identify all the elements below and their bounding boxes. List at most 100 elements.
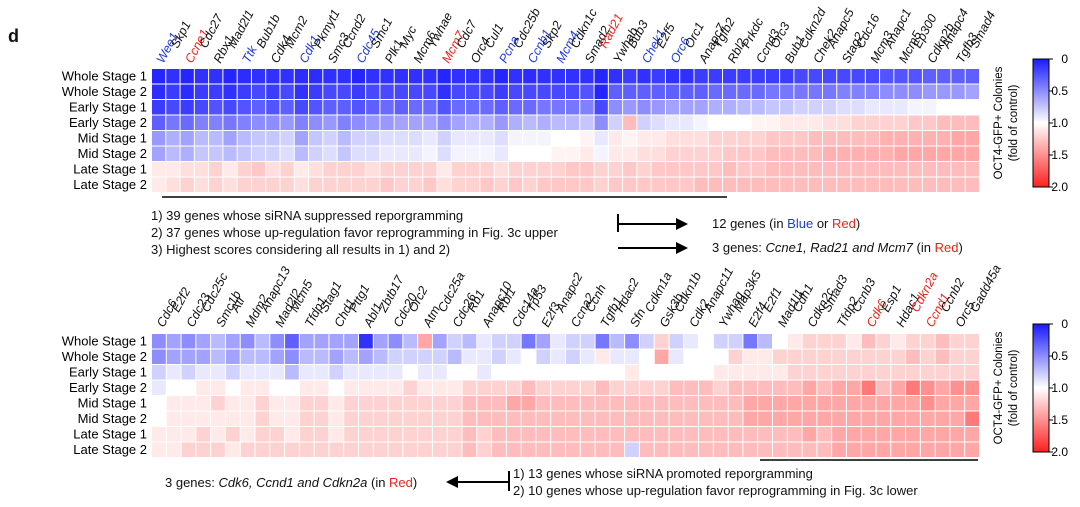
heatmap-cell <box>728 334 743 349</box>
bottom-bracket-bar <box>508 471 510 491</box>
heatmap-cell <box>694 177 708 192</box>
heatmap-cell <box>508 146 523 161</box>
heatmap-cell <box>280 84 294 99</box>
heatmap-cell <box>594 69 608 84</box>
heatmap-cell <box>351 177 366 192</box>
heatmap-cell <box>595 396 610 411</box>
heatmap-cell <box>594 84 608 99</box>
heatmap-cell <box>817 411 832 426</box>
heatmap-cell <box>152 100 166 115</box>
heatmap-cell <box>294 115 309 130</box>
heatmap-cell <box>240 349 255 364</box>
heatmap-cell <box>651 177 665 192</box>
heatmap-cell <box>209 131 223 146</box>
heatmap-cell <box>608 69 623 84</box>
heatmap-cell <box>680 131 694 146</box>
heatmap-cell <box>152 177 166 192</box>
heatmap-cell <box>780 100 794 115</box>
heatmap-cell <box>366 100 380 115</box>
colorbar-tick-label: 0.5 <box>1051 349 1068 363</box>
heatmap-cell <box>194 115 209 130</box>
bottom-result: 3 genes: Cdk6, Ccnd1 and Cdkn2a (in Red) <box>165 475 417 490</box>
heatmap-cell <box>255 427 270 442</box>
heatmap-cell <box>240 411 255 426</box>
heatmap-cell <box>908 69 922 84</box>
heatmap-cell <box>851 177 865 192</box>
heatmap-cell <box>237 84 251 99</box>
heatmap-cell <box>654 396 669 411</box>
heatmap-cell <box>314 411 329 426</box>
heatmap-cell <box>237 177 251 192</box>
heatmap-cell <box>580 84 594 99</box>
heatmap-cell <box>299 380 314 395</box>
heatmap-cell <box>765 162 780 177</box>
heatmap-cell <box>366 115 380 130</box>
heatmap-cell <box>891 396 906 411</box>
heatmap-cell <box>380 115 394 130</box>
colorbar <box>1032 58 1050 188</box>
heatmap-cell <box>551 365 565 380</box>
heatmap-cell <box>773 365 787 380</box>
heatmap-cell <box>323 146 337 161</box>
heatmap-cell <box>408 69 423 84</box>
heatmap-cell <box>808 131 822 146</box>
row-label: Late Stage 2 <box>73 442 147 457</box>
heatmap-cell <box>344 380 358 395</box>
heatmap-cell <box>270 396 285 411</box>
heatmap-cell <box>684 334 699 349</box>
row-label: Late Stage 2 <box>73 177 147 192</box>
heatmap-cell <box>965 131 979 146</box>
heatmap-cell <box>373 442 388 457</box>
heatmap-cell <box>351 84 366 99</box>
heatmap-cell <box>466 100 480 115</box>
top-result-2-red: Red <box>934 240 959 255</box>
heatmap-cell <box>876 442 891 457</box>
heatmap-cell <box>965 396 979 411</box>
heatmap-cell <box>223 84 237 99</box>
heatmap-cell <box>937 69 951 84</box>
heatmap-cell <box>861 427 876 442</box>
heatmap-cell <box>737 100 751 115</box>
colorbar-tick-label: 0.5 <box>1051 84 1068 98</box>
heatmap-cell <box>462 442 477 457</box>
heatmap-cell <box>837 146 851 161</box>
colorbar-label: OCT4-GFP+ Colonies <box>993 331 1005 444</box>
heatmap-cell <box>196 365 211 380</box>
heatmap-cell <box>669 349 684 364</box>
heatmap-cell <box>551 349 565 364</box>
heatmap-cell <box>152 349 166 364</box>
heatmap-cell <box>309 162 323 177</box>
heatmap-cell <box>908 84 922 99</box>
heatmap-cell <box>180 84 194 99</box>
heatmap-cell <box>329 365 344 380</box>
heatmap-cell <box>337 177 351 192</box>
heatmap-cell <box>935 396 950 411</box>
top-result-2-pre: 3 genes: <box>712 240 766 255</box>
heatmap-cell <box>359 427 373 442</box>
heatmap-cell <box>492 411 506 426</box>
heatmap-cell <box>802 380 817 395</box>
heatmap-cell <box>669 427 684 442</box>
heatmap-cell <box>329 427 344 442</box>
heatmap-cell <box>654 380 669 395</box>
heatmap-cell <box>408 162 423 177</box>
heatmap-cell <box>908 146 922 161</box>
heatmap-cell <box>359 411 373 426</box>
heatmap-cell <box>408 146 423 161</box>
heatmap-cell <box>237 100 251 115</box>
heatmap-cell <box>194 131 209 146</box>
heatmap-cell <box>251 69 266 84</box>
heatmap-cell <box>403 365 418 380</box>
heatmap-cell <box>651 84 665 99</box>
heatmap-cell <box>951 69 965 84</box>
heatmap-cell <box>728 427 743 442</box>
heatmap-cell <box>323 177 337 192</box>
heatmap-cell <box>832 442 846 457</box>
heatmap-cell <box>728 380 743 395</box>
heatmap-cell <box>665 162 680 177</box>
row-label: Mid Stage 1 <box>78 131 147 146</box>
heatmap-cell <box>817 334 832 349</box>
row-label: Whole Stage 2 <box>62 349 147 364</box>
heatmap-cell <box>152 162 166 177</box>
heatmap-cell <box>462 349 477 364</box>
